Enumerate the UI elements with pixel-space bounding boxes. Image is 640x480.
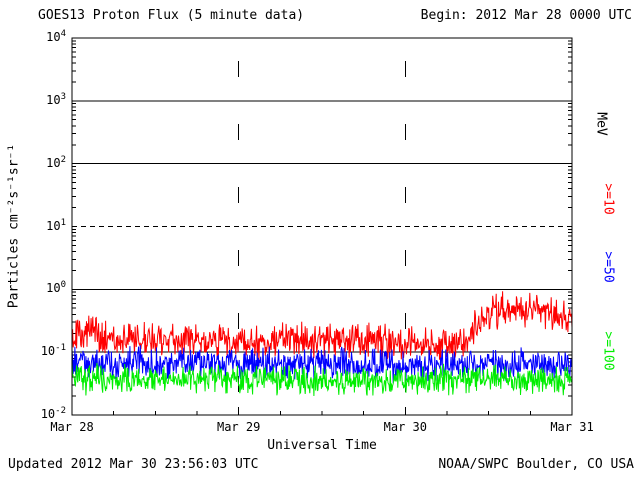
x-tick-label: Mar 28: [50, 420, 94, 434]
y-axis-label: Particles cm⁻²s⁻¹sr⁻¹: [6, 143, 22, 309]
series-100MeV: [71, 362, 573, 397]
y-tick-label: 103: [46, 91, 66, 107]
series-50MeV: [71, 345, 573, 384]
y-tick-label: 104: [46, 29, 66, 44]
x-tick-label: Mar 31: [550, 420, 594, 434]
updated-timestamp: Updated 2012 Mar 30 23:56:03 UTC: [8, 457, 259, 472]
unit-label-mev: MeV: [593, 112, 609, 136]
x-tick-label: Mar 30: [383, 420, 428, 434]
legend-ge10: >=10: [600, 183, 616, 215]
y-tick-label: 10-2: [40, 406, 66, 421]
legend-ge50: >=50: [600, 251, 616, 283]
y-tick-label: 100: [46, 280, 66, 296]
y-tick-label: 102: [46, 154, 66, 170]
x-axis-label: Universal Time: [267, 438, 377, 453]
y-tick-label: 10-1: [40, 343, 66, 359]
source-credit: NOAA/SWPC Boulder, CO USA: [438, 457, 634, 472]
x-tick-label: Mar 29: [216, 420, 261, 434]
begin-timestamp: Begin: 2012 Mar 28 0000 UTC: [420, 8, 632, 23]
chart-title: GOES13 Proton Flux (5 minute data): [38, 8, 305, 23]
y-tick-label: 101: [46, 217, 66, 233]
legend-ge100: >=100: [600, 331, 616, 371]
series-10MeV: [71, 291, 573, 364]
